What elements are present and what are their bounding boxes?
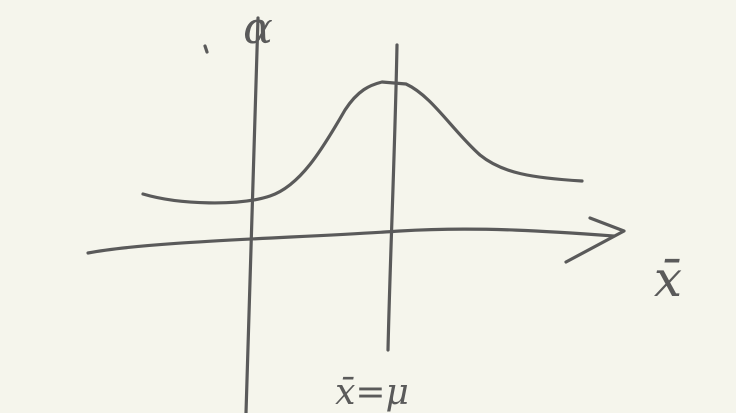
tick-mark	[203, 44, 209, 54]
mean-line	[386, 43, 399, 352]
x-axis-arrowhead	[564, 216, 626, 264]
y-axis-label: α	[243, 3, 273, 54]
x-axis-label: x̄	[654, 250, 682, 308]
curve	[141, 80, 584, 205]
y-axis	[244, 16, 260, 413]
mean-label: x̄=μ	[335, 372, 409, 413]
